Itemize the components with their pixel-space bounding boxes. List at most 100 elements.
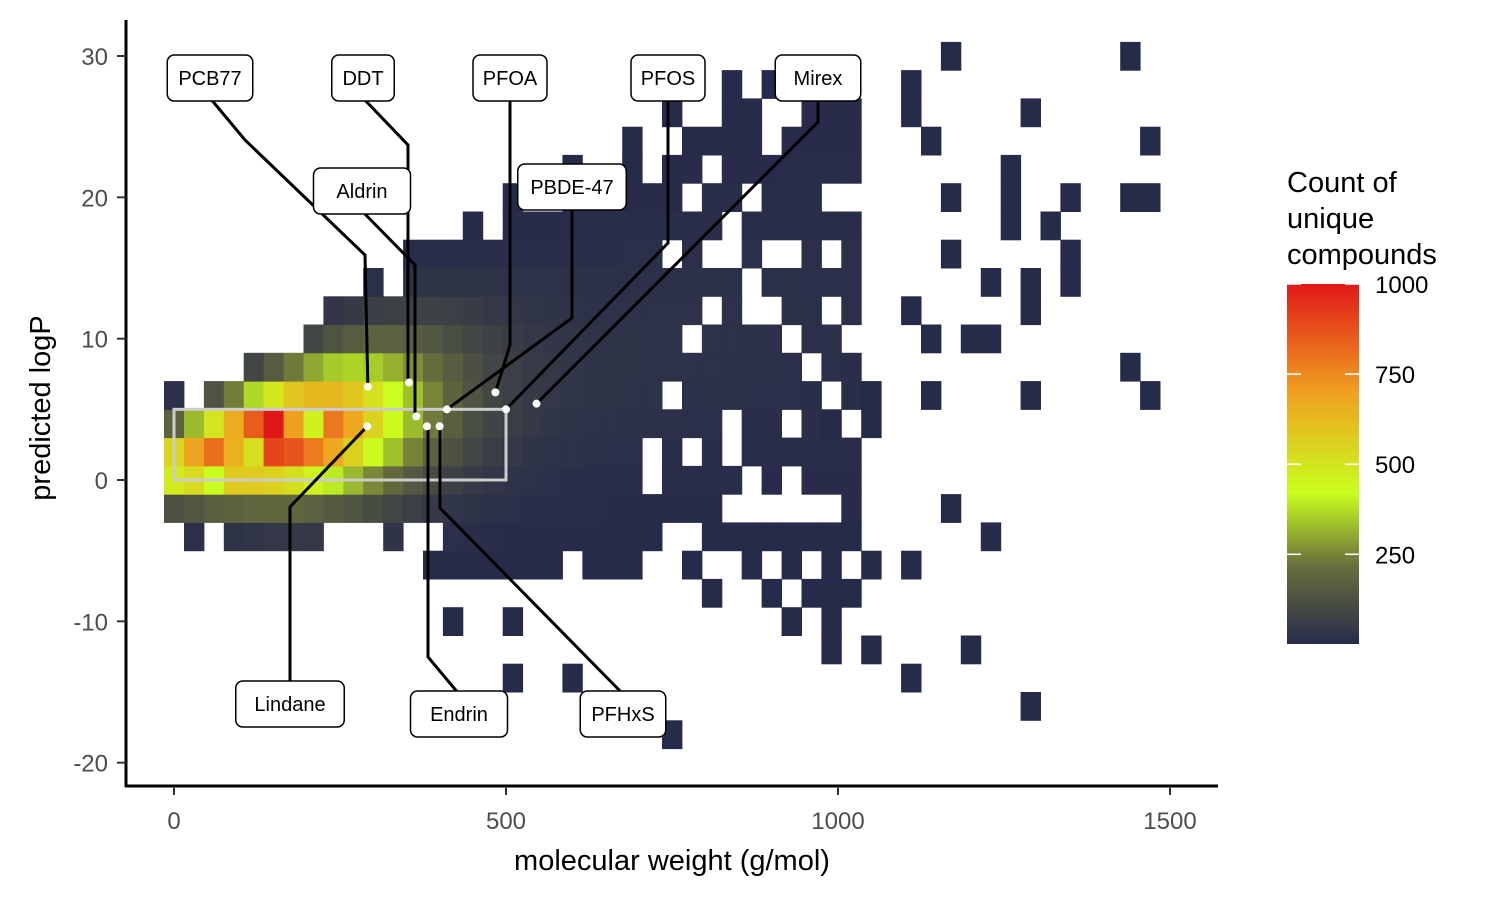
heatmap-cell [383, 409, 404, 439]
heatmap-cell [263, 494, 284, 523]
heatmap-cell [323, 437, 344, 467]
heatmap-cell [482, 437, 504, 467]
callout-label-box [235, 680, 345, 728]
heatmap-cell [901, 663, 922, 693]
heatmap-cell [462, 268, 484, 297]
heatmap-cell [323, 494, 344, 523]
heatmap-cell [622, 437, 643, 467]
compound-point [412, 412, 421, 421]
heatmap-cell [562, 381, 583, 410]
callout-endrin: Endrin [409, 422, 509, 738]
heatmap-cell [542, 239, 563, 269]
heatmap-cell [761, 324, 782, 354]
heatmap-cell [821, 465, 842, 495]
heatmap-cell [383, 522, 404, 552]
heatmap-cell [343, 381, 364, 410]
heatmap-cell [522, 239, 543, 269]
heatmap-cell [741, 550, 763, 580]
heatmap-cell [522, 494, 543, 523]
heatmap-cell [502, 437, 524, 467]
heatmap-cell [821, 126, 842, 156]
heatmap-cell [502, 494, 524, 523]
heatmap-cell [602, 409, 623, 439]
heatmap-cell [582, 381, 603, 410]
compound-callouts: PCB77 DDT PFOA PFOS Mirex Aldrin PBDE-47 Lindan… [166, 54, 862, 738]
heatmap-cell [701, 324, 723, 354]
heatmap-cell [423, 324, 444, 354]
heatmap-cell [940, 41, 962, 71]
callout-label: Endrin [430, 704, 488, 726]
heatmap-cell [502, 550, 524, 580]
heatmap-cell [383, 324, 404, 354]
heatmap-cell [682, 409, 703, 439]
heatmap-cell [1020, 268, 1041, 297]
heatmap-cell [582, 437, 603, 467]
heatmap-cell [223, 409, 245, 439]
x-tick-label: 500 [486, 808, 526, 835]
heatmap-cell [801, 126, 822, 156]
heatmap-cell [442, 522, 464, 552]
heatmap-cell [801, 381, 822, 410]
heatmap-cell [721, 154, 743, 184]
heatmap-cell [642, 522, 663, 552]
heatmap-cell [642, 296, 663, 326]
heatmap-cell [940, 183, 962, 212]
callout-label: Mirex [794, 68, 843, 90]
heatmap-cell [164, 494, 185, 523]
heatmap-cell [781, 268, 802, 297]
heatmap-cell [761, 211, 782, 241]
legend-title-line: unique [1287, 203, 1374, 235]
heatmap-cell [502, 409, 524, 439]
heatmap-cell [841, 211, 862, 241]
heatmap-cell [502, 268, 524, 297]
heatmap-cell [1020, 692, 1041, 721]
heatmap-cell [721, 522, 743, 552]
heatmap-cell [403, 494, 424, 523]
heatmap-cell [741, 381, 763, 410]
heatmap-cell [622, 126, 643, 156]
heatmap-cell [781, 352, 802, 382]
heatmap-cell [622, 183, 643, 212]
heatmap-cell [303, 324, 324, 354]
heatmap-cell [442, 324, 464, 354]
heatmap-cell [841, 154, 862, 184]
callout-label-box [312, 167, 412, 215]
heatmap-cell [701, 522, 723, 552]
heatmap-cell [821, 352, 842, 382]
heatmap-cell [383, 494, 404, 523]
heatmap-cell [542, 324, 563, 354]
heatmap-cell [801, 465, 822, 495]
heatmap-cell [602, 437, 623, 467]
heatmap-cell [562, 437, 583, 467]
heatmap-cell [582, 352, 603, 382]
heatmap-cell [323, 381, 344, 410]
heatmap-cell [203, 381, 225, 410]
heatmap-cell [223, 494, 245, 523]
heatmap-cell [363, 268, 384, 297]
heatmap-cell [701, 409, 723, 439]
callout-label: PCB77 [178, 68, 241, 90]
heatmap-cell [184, 409, 205, 439]
heatmap-cell [741, 352, 763, 382]
heatmap-cell [343, 409, 364, 439]
heatmap-cell [841, 239, 862, 269]
heatmap-cell [343, 494, 364, 523]
heatmap-cell [940, 239, 962, 269]
compound-point [502, 405, 510, 414]
legend-title-line: compounds [1287, 239, 1437, 271]
callout-label: DDT [342, 68, 383, 90]
heatmap-cell [363, 296, 384, 326]
heatmap-cell [841, 98, 862, 128]
heatmap-cell [821, 550, 842, 580]
heatmap-cell [642, 183, 663, 212]
heatmap-cell [502, 381, 524, 410]
heatmap-cell [522, 522, 543, 552]
heatmap-cell [901, 98, 922, 128]
heatmap-cell [1000, 154, 1022, 184]
heatmap-cell [821, 154, 842, 184]
heatmap-cell [980, 522, 1002, 552]
heatmap-cell [243, 352, 265, 382]
callout-label-box [517, 163, 627, 211]
heatmap-cell [323, 352, 344, 382]
heatmap-cell [1140, 381, 1161, 410]
